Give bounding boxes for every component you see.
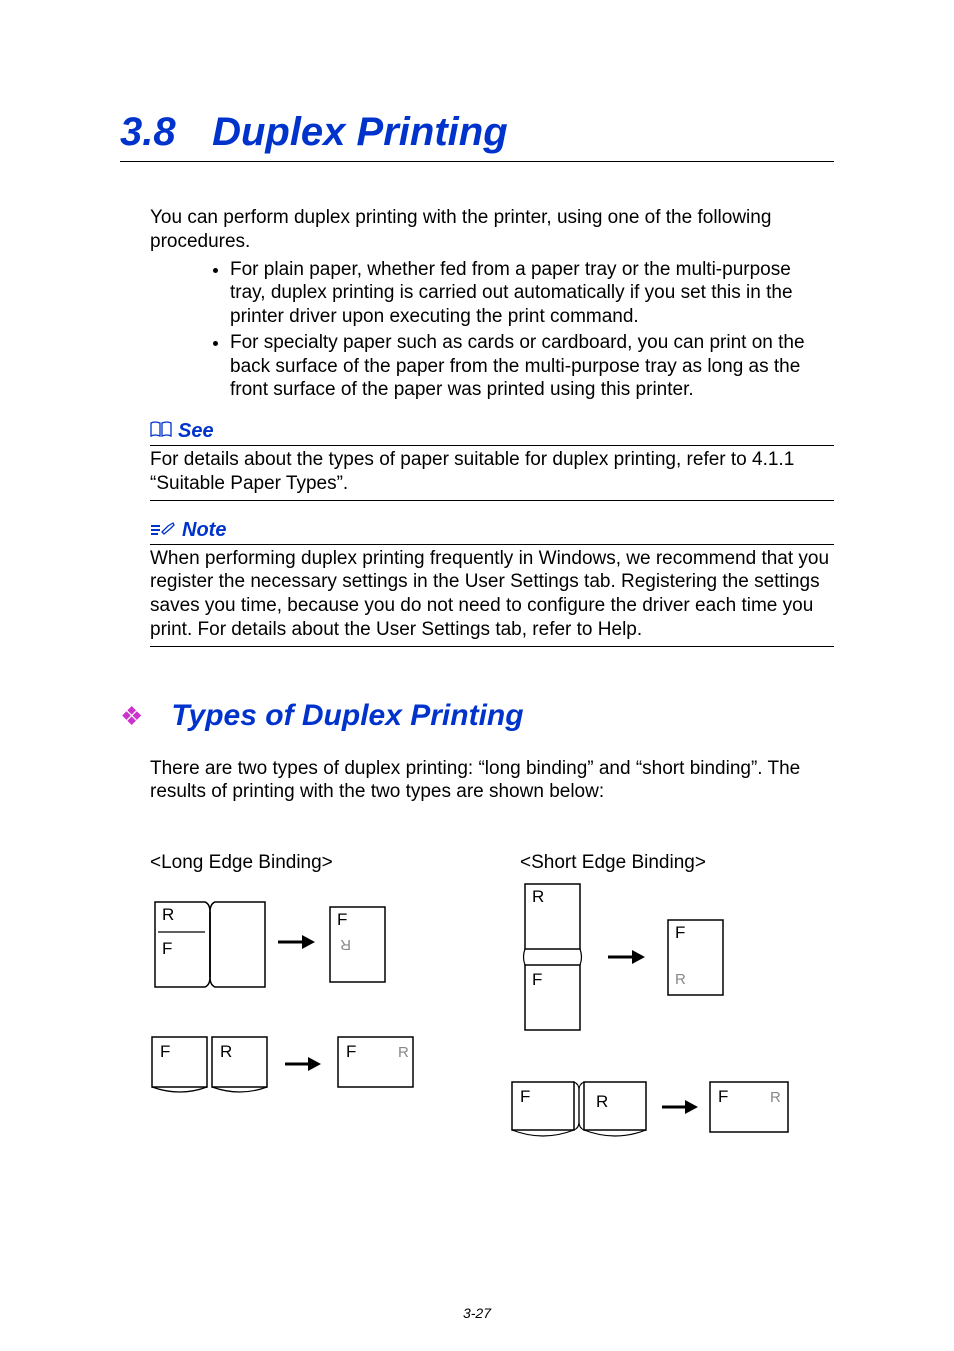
dotted-R: R xyxy=(675,971,686,988)
long-edge-landscape-diagram: F R F R xyxy=(150,1032,430,1107)
diamond-icon: ❖ xyxy=(120,703,143,729)
list-item: For specialty paper such as cards or car… xyxy=(230,331,834,402)
list-item: For plain paper, whether fed from a pape… xyxy=(230,258,834,329)
label-R: R xyxy=(596,1092,608,1111)
short-edge-caption: <Short Edge Binding> xyxy=(520,852,706,874)
bullet-list: For plain paper, whether fed from a pape… xyxy=(120,258,834,403)
diagrams-area: R F F R F R xyxy=(150,882,834,1147)
long-edge-col: R F F R F R xyxy=(150,882,430,1147)
label-F: F xyxy=(718,1087,728,1106)
intro-text: You can perform duplex printing with the… xyxy=(150,206,834,254)
pen-icon xyxy=(150,519,176,542)
label-F: F xyxy=(520,1087,530,1106)
note-label: Note xyxy=(150,519,226,542)
page-footer: 3-27 xyxy=(0,1305,954,1321)
dotted-R: R xyxy=(770,1089,781,1106)
label-F: F xyxy=(532,970,542,989)
label-R: R xyxy=(532,887,544,906)
see-text: For details about the types of paper sui… xyxy=(150,446,834,501)
label-R: R xyxy=(162,905,174,924)
see-heading: See xyxy=(150,420,834,446)
label-F: F xyxy=(675,923,685,942)
label-F: F xyxy=(160,1042,170,1061)
section-heading: 3.8 Duplex Printing xyxy=(120,110,834,162)
see-label-text: See xyxy=(178,420,214,443)
short-edge-landscape-diagram: F R F R xyxy=(510,1072,810,1147)
subheading: Types of Duplex Printing xyxy=(171,699,523,733)
section-title: Duplex Printing xyxy=(212,110,508,155)
subheading-row: ❖ Types of Duplex Printing xyxy=(120,699,834,733)
section-number: 3.8 xyxy=(120,110,176,155)
dotted-R: R xyxy=(340,936,351,953)
note-text: When performing duplex printing frequent… xyxy=(150,545,834,647)
label-F: F xyxy=(162,939,172,958)
page: 3.8 Duplex Printing You can perform dupl… xyxy=(0,0,954,1351)
short-edge-col: R F F R xyxy=(510,882,810,1147)
long-edge-portrait-diagram: R F F R xyxy=(150,882,430,992)
long-edge-caption: <Long Edge Binding> xyxy=(150,852,490,874)
note-heading: Note xyxy=(150,519,834,545)
label-R: R xyxy=(220,1042,232,1061)
label-F: F xyxy=(346,1042,356,1061)
note-label-text: Note xyxy=(182,519,226,542)
see-label: See xyxy=(150,420,214,443)
label-F: F xyxy=(337,910,347,929)
short-edge-portrait-diagram: R F F R xyxy=(510,882,790,1032)
dotted-R: R xyxy=(398,1044,409,1061)
book-icon xyxy=(150,420,172,443)
types-text: There are two types of duplex printing: … xyxy=(150,757,834,805)
